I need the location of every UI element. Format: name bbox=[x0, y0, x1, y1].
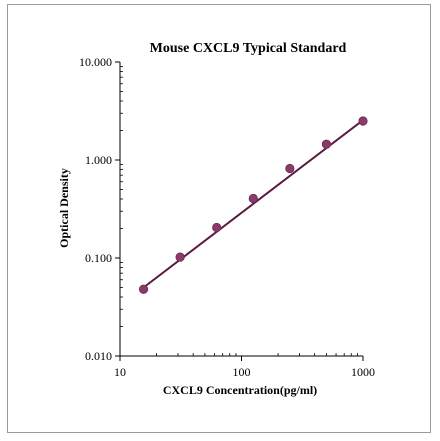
data-point bbox=[248, 193, 258, 204]
chart-frame bbox=[7, 4, 431, 433]
data-point bbox=[138, 284, 149, 294]
data-points bbox=[138, 116, 368, 294]
data-point bbox=[358, 116, 368, 126]
y-tick-label: 0.100 bbox=[85, 251, 112, 265]
data-point bbox=[285, 163, 295, 174]
y-tick-label: 10.000 bbox=[79, 55, 112, 69]
x-tick-label: 100 bbox=[233, 365, 251, 379]
x-tick-label: 1000 bbox=[351, 365, 375, 379]
data-point bbox=[321, 139, 332, 149]
y-axis-label: Optical Density bbox=[57, 168, 71, 248]
y-tick-label: 0.010 bbox=[85, 349, 112, 363]
y-tick-label: 1.000 bbox=[85, 153, 112, 167]
x-axis-label: CXCL9 Concentration(pg/ml) bbox=[163, 383, 317, 397]
data-point bbox=[212, 222, 222, 233]
chart-title: Mouse CXCL9 Typical Standard bbox=[150, 41, 347, 56]
data-point bbox=[175, 252, 185, 262]
x-tick-label: 10 bbox=[114, 365, 126, 379]
axes: 0.010 0.100 1.000 10.000 10 100 1000 bbox=[79, 55, 375, 379]
